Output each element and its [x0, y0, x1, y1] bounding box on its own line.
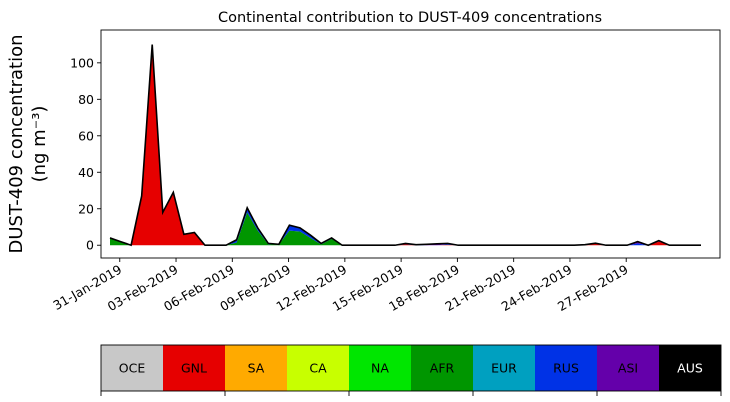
legend-frame: [100, 344, 722, 392]
x-axis-ticks: 31-Jan-201903-Feb-201906-Feb-201909-Feb-…: [50, 258, 631, 314]
legend-label-gnl: GNL: [181, 361, 207, 376]
legend-label-na: NA: [371, 361, 389, 376]
color-legend: OCE GNL SA CA NA AFR EUR RUS ASI AUS: [100, 344, 722, 396]
legend-swatch-aus: [659, 345, 721, 391]
legend-label-sa: SA: [248, 361, 265, 376]
legend-swatch-na: [349, 345, 411, 391]
legend-swatch-oce: [101, 345, 163, 391]
legend-swatch-eur: [473, 345, 535, 391]
legend-swatch-gnl: [163, 345, 225, 391]
y-tick-label: 80: [78, 92, 94, 107]
y-axis-label-line2: (ng m⁻³): [29, 106, 50, 183]
y-tick-label: 100: [70, 55, 94, 70]
series-layer: [110, 44, 701, 246]
legend-swatch-afr: [411, 345, 473, 391]
series-area-gnl: [110, 44, 701, 246]
legend-swatch-rus: [535, 345, 597, 391]
legend-label-eur: EUR: [491, 361, 517, 376]
y-axis-ticks: 0 20 40 60 80 100: [70, 55, 101, 253]
legend-swatch-ca: [287, 345, 349, 391]
y-tick-label: 60: [78, 128, 94, 143]
legend-swatch-asi: [597, 345, 659, 391]
y-tick-label: 0: [86, 238, 94, 253]
legend-label-ca: CA: [309, 361, 327, 376]
plot-background: [101, 30, 720, 258]
y-tick-label: 20: [78, 201, 94, 216]
legend-label-asi: ASI: [618, 361, 638, 376]
plot-frame: [100, 29, 721, 259]
legend-label-aus: AUS: [677, 361, 703, 376]
plot-area: [100, 29, 721, 259]
legend-label-afr: AFR: [430, 361, 455, 376]
legend-label-rus: RUS: [553, 361, 579, 376]
chart-title: Continental contribution to DUST-409 con…: [218, 10, 602, 26]
legend-label-oce: OCE: [119, 361, 146, 376]
y-axis-label-line1: DUST-409 concentration: [6, 34, 27, 253]
legend-swatch-sa: [225, 345, 287, 391]
y-tick-label: 40: [78, 165, 94, 180]
total-concentration-line: [109, 44, 701, 247]
